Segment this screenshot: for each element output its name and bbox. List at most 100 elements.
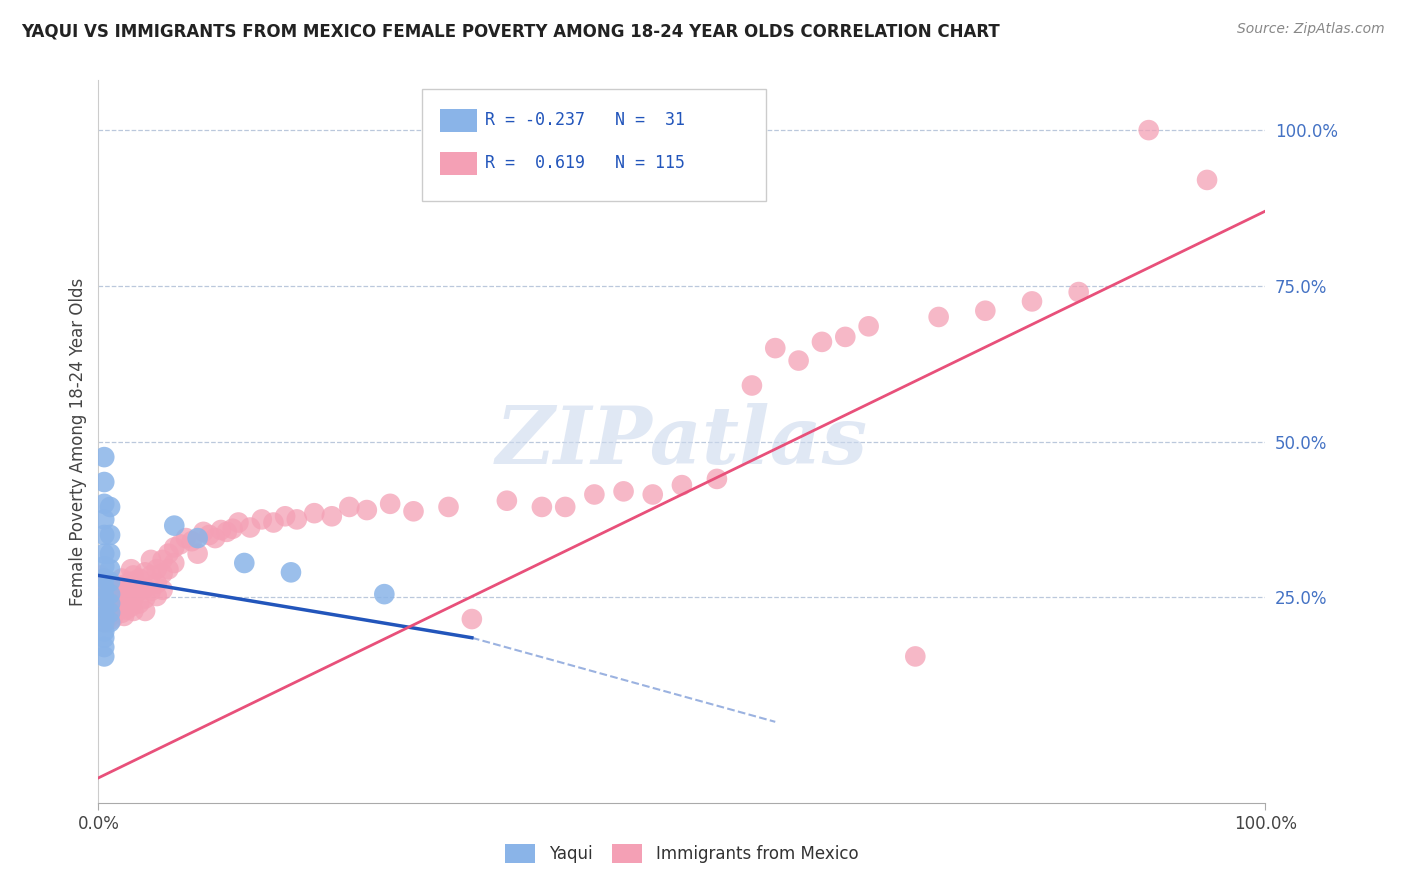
Point xyxy=(93,609,115,624)
Point xyxy=(101,584,124,599)
Point xyxy=(380,497,402,511)
Point xyxy=(104,606,127,620)
Point xyxy=(174,531,197,545)
Point xyxy=(706,472,728,486)
Point xyxy=(90,593,112,607)
Point xyxy=(91,603,114,617)
Point xyxy=(811,334,834,349)
Point xyxy=(115,581,138,595)
Point xyxy=(115,603,138,617)
Point xyxy=(118,595,141,609)
Point xyxy=(108,593,131,607)
Point xyxy=(97,612,120,626)
Point xyxy=(233,556,256,570)
Point xyxy=(98,528,121,542)
Point xyxy=(91,572,114,586)
Point xyxy=(122,604,145,618)
Point xyxy=(128,572,150,586)
Point xyxy=(228,516,250,530)
Point xyxy=(356,503,378,517)
Point xyxy=(304,506,326,520)
Point xyxy=(146,576,169,591)
Point xyxy=(787,353,810,368)
Point xyxy=(120,599,142,614)
Point xyxy=(496,493,519,508)
Point xyxy=(91,584,114,599)
Point xyxy=(583,487,606,501)
Point xyxy=(373,587,395,601)
Point xyxy=(122,591,145,606)
Point xyxy=(146,589,169,603)
Point xyxy=(134,604,156,618)
Point xyxy=(101,603,124,617)
Point xyxy=(250,512,273,526)
Point xyxy=(93,615,115,630)
Point xyxy=(262,516,284,530)
Point xyxy=(111,584,134,599)
Point xyxy=(98,574,121,589)
Point xyxy=(98,581,121,595)
Point xyxy=(112,609,135,624)
Point xyxy=(134,591,156,606)
Point xyxy=(163,556,186,570)
Point xyxy=(90,568,112,582)
Point xyxy=(152,582,174,597)
Point xyxy=(98,562,121,576)
Point xyxy=(104,597,127,611)
Text: Source: ZipAtlas.com: Source: ZipAtlas.com xyxy=(1237,22,1385,37)
Point xyxy=(118,584,141,599)
Legend: Yaqui, Immigrants from Mexico: Yaqui, Immigrants from Mexico xyxy=(505,844,859,863)
Point xyxy=(98,609,121,624)
Point xyxy=(187,531,209,545)
Point xyxy=(94,574,117,589)
Point xyxy=(974,303,997,318)
Point xyxy=(97,597,120,611)
Point xyxy=(93,528,115,542)
Point xyxy=(337,500,360,514)
Point xyxy=(280,566,302,580)
Point xyxy=(98,500,121,514)
Point xyxy=(93,450,115,464)
Point xyxy=(157,547,180,561)
Point xyxy=(193,524,215,539)
Point xyxy=(209,523,232,537)
Point xyxy=(128,584,150,599)
Point xyxy=(180,534,202,549)
Point xyxy=(101,612,124,626)
Point xyxy=(105,591,128,605)
Text: R =  0.619   N = 115: R = 0.619 N = 115 xyxy=(485,154,685,172)
Point xyxy=(120,562,142,576)
Point xyxy=(93,475,115,489)
Point xyxy=(94,597,117,611)
Point xyxy=(101,593,124,607)
Point xyxy=(93,631,115,645)
Point xyxy=(111,606,134,620)
Point xyxy=(120,587,142,601)
Point xyxy=(111,572,134,586)
Point xyxy=(108,603,131,617)
Point xyxy=(157,562,180,576)
Point xyxy=(554,500,576,514)
Point xyxy=(97,587,120,601)
Point xyxy=(134,566,156,580)
Point xyxy=(834,330,856,344)
Point xyxy=(98,599,121,614)
Point xyxy=(112,587,135,601)
Point xyxy=(1195,173,1218,187)
Point xyxy=(93,599,115,614)
Point xyxy=(274,509,297,524)
Point xyxy=(146,562,169,576)
Point xyxy=(104,587,127,601)
Point xyxy=(105,599,128,614)
Point xyxy=(163,518,186,533)
Point xyxy=(93,547,115,561)
Point xyxy=(198,528,221,542)
Point xyxy=(94,606,117,620)
Point xyxy=(221,522,243,536)
Point xyxy=(139,584,162,599)
Point xyxy=(321,509,343,524)
Point xyxy=(215,524,238,539)
Point xyxy=(904,649,927,664)
Point xyxy=(97,578,120,592)
Point xyxy=(285,512,308,526)
